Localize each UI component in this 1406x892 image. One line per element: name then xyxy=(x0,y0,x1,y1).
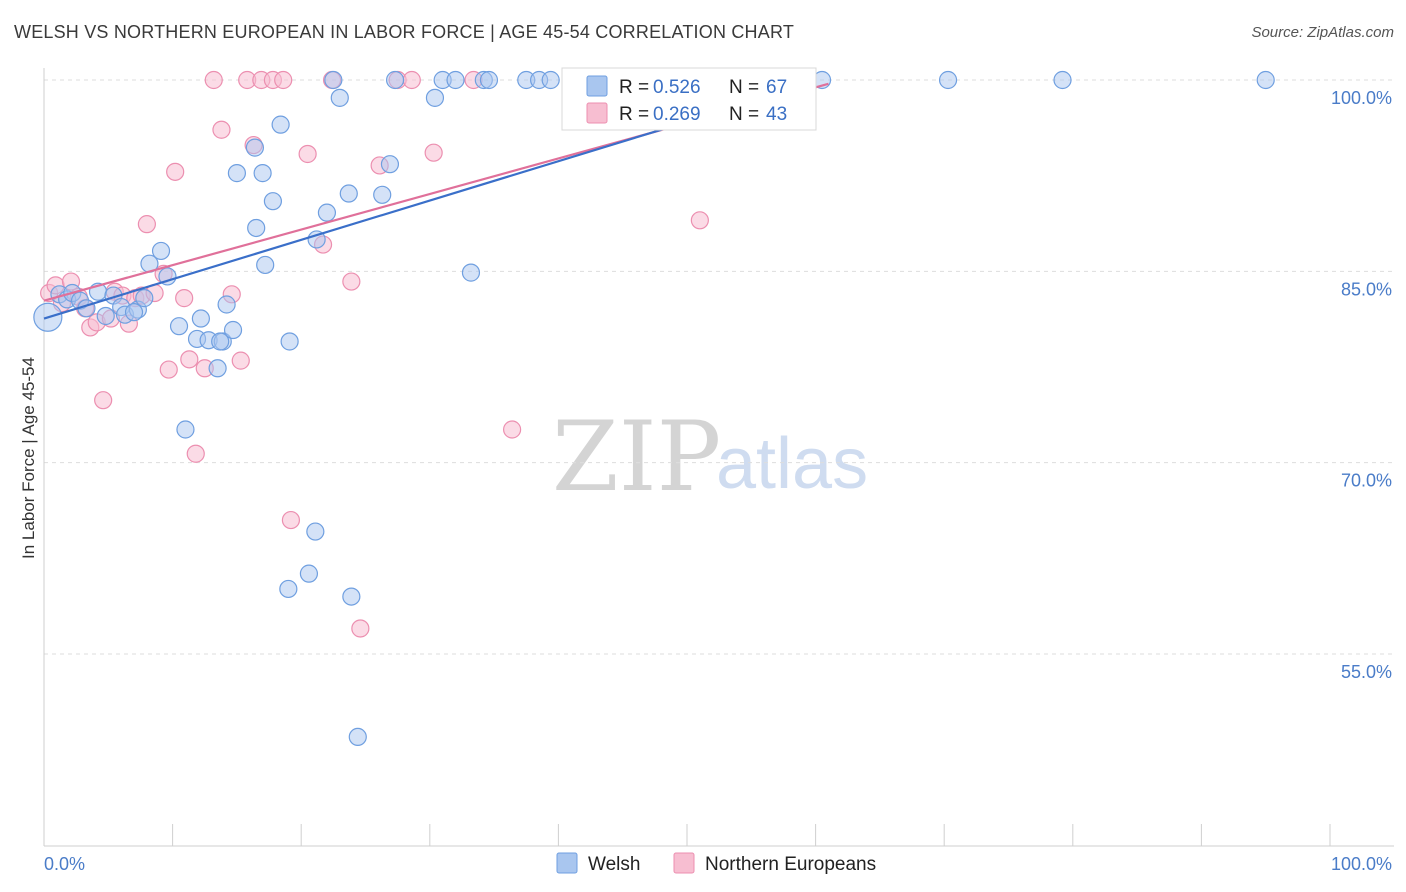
northern-europeans-point-44 xyxy=(503,420,522,439)
welsh-point-19 xyxy=(191,309,210,328)
welsh-point-32 xyxy=(263,192,283,211)
legend-welsh-r-label: R = xyxy=(619,77,649,98)
northern-europeans-point-20 xyxy=(175,289,194,308)
welsh-point-42 xyxy=(339,184,358,203)
welsh-point-26 xyxy=(227,164,246,183)
welsh-point-38 xyxy=(307,230,326,249)
welsh-point-16 xyxy=(124,303,144,322)
watermark-zip: ZIP xyxy=(552,401,721,513)
welsh-point-43 xyxy=(342,587,361,606)
legend-welsh-n-label: N = xyxy=(729,77,759,98)
legend-welsh-r-value: 0.526 xyxy=(653,77,701,98)
chart-source: Source: ZipAtlas.com xyxy=(1251,24,1394,41)
welsh-point-25 xyxy=(223,320,243,340)
legend-ne-n-value: 43 xyxy=(766,104,787,125)
bottom-legend-northern-europeans: Northern Europeans xyxy=(705,854,876,875)
welsh-point-45 xyxy=(373,185,392,204)
y-tick-label-3: 55.0% xyxy=(1341,662,1392,682)
x-tick-label-1: 100.0% xyxy=(1331,854,1392,874)
northern-europeans-point-27 xyxy=(231,351,250,370)
northern-europeans-points xyxy=(40,70,709,638)
northern-europeans-point-33 xyxy=(281,510,301,530)
northern-europeans-point-15 xyxy=(137,215,156,234)
welsh-point-55 xyxy=(541,70,560,90)
welsh-point-17 xyxy=(169,317,189,336)
northern-europeans-point-24 xyxy=(204,70,223,90)
welsh-point-31 xyxy=(253,164,272,183)
northern-europeans-point-25 xyxy=(212,120,231,139)
welsh-point-48 xyxy=(425,88,445,107)
northern-europeans-point-32 xyxy=(274,70,293,90)
welsh-point-37 xyxy=(306,522,325,541)
watermark-atlas: atlas xyxy=(716,424,868,504)
northern-europeans-point-38 xyxy=(351,619,370,638)
welsh-point-39 xyxy=(317,203,337,222)
welsh-point-66 xyxy=(1053,70,1072,90)
welsh-point-24 xyxy=(217,295,236,314)
welsh-point-40 xyxy=(324,70,343,90)
welsh-point-14 xyxy=(135,289,154,308)
bottom-legend-welsh: Welsh xyxy=(588,854,640,875)
welsh-point-35 xyxy=(280,332,299,351)
welsh-point-36 xyxy=(299,564,319,583)
welsh-point-51 xyxy=(461,263,481,282)
welsh-point-13 xyxy=(151,241,171,261)
northern-europeans-point-42 xyxy=(424,143,443,162)
legend-welsh-n-value: 67 xyxy=(766,77,787,98)
y-axis-label: In Labor Force | Age 45-54 xyxy=(19,357,38,559)
watermark: ZIP atlas xyxy=(552,401,868,513)
welsh-point-30 xyxy=(256,255,275,275)
welsh-point-28 xyxy=(245,138,265,157)
welsh-point-67 xyxy=(1256,70,1275,90)
welsh-point-22 xyxy=(208,359,227,378)
bottom-legend-swatch-welsh xyxy=(556,852,578,874)
welsh-point-34 xyxy=(279,579,298,599)
northern-europeans-point-21 xyxy=(180,350,199,369)
x-tick-label-0: 0.0% xyxy=(44,854,85,874)
x-tick-labels: 0.0% 100.0% xyxy=(44,854,1392,874)
welsh-point-65 xyxy=(938,70,958,90)
welsh-point-46 xyxy=(380,155,400,174)
northern-europeans-point-41 xyxy=(402,70,421,90)
welsh-point-18 xyxy=(176,420,195,439)
northern-europeans-point-37 xyxy=(342,272,361,291)
northern-europeans-point-34 xyxy=(298,144,317,164)
legend-swatch-northern-europeans xyxy=(586,102,608,124)
welsh-point-47 xyxy=(385,70,405,90)
welsh-point-50 xyxy=(446,70,465,90)
axes xyxy=(43,68,1394,847)
legend-ne-r-label: R = xyxy=(619,104,649,125)
welsh-point-27 xyxy=(211,332,230,351)
y-tick-label-2: 70.0% xyxy=(1341,471,1392,491)
legend-swatch-welsh xyxy=(586,75,608,97)
bottom-legend-swatch-northern-europeans xyxy=(673,852,695,874)
y-tick-label-1: 85.0% xyxy=(1341,279,1392,299)
northern-europeans-point-45 xyxy=(690,211,709,230)
welsh-point-63 xyxy=(479,70,499,90)
legend: R = 0.526 N = 67 R = 0.269 N = 43 xyxy=(561,67,817,131)
northern-europeans-point-22 xyxy=(186,444,205,463)
welsh-point-7 xyxy=(96,306,115,326)
welsh-point-41 xyxy=(330,88,349,107)
legend-ne-r-value: 0.269 xyxy=(653,104,701,125)
y-tick-label-0: 100.0% xyxy=(1331,88,1392,108)
bottom-legend: Welsh Northern Europeans xyxy=(556,852,876,875)
northern-europeans-point-19 xyxy=(166,162,185,181)
welsh-point-33 xyxy=(271,115,290,134)
chart-title: WELSH VS NORTHERN EUROPEAN IN LABOR FORC… xyxy=(14,22,795,42)
welsh-point-15 xyxy=(158,267,177,286)
y-tick-labels: 100.0% 85.0% 70.0% 55.0% xyxy=(1331,88,1392,682)
northern-europeans-point-18 xyxy=(159,360,178,379)
welsh-point-29 xyxy=(247,218,266,238)
welsh-point-44 xyxy=(348,727,367,747)
legend-ne-n-label: N = xyxy=(729,104,759,125)
northern-europeans-point-9 xyxy=(94,391,113,410)
